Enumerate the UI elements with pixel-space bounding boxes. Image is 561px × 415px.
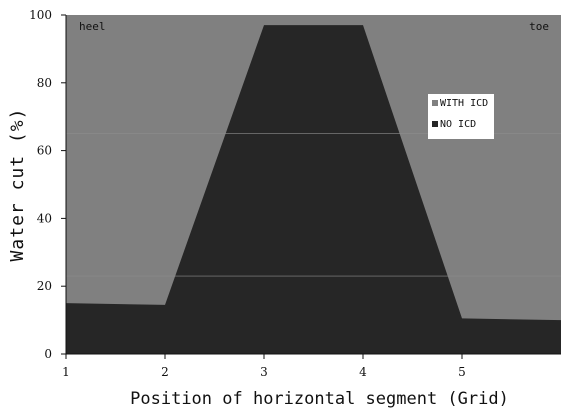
x-tick-label: 4 [359,365,367,379]
legend-swatch-with-icd [432,100,438,106]
plot-area [66,15,561,354]
y-tick-label: 80 [37,76,52,90]
area-series-no-icd [66,25,561,354]
y-tick-label: 20 [37,279,52,293]
y-axis-label: Water cut (%) [7,108,28,262]
x-tick-label: 5 [458,365,466,379]
legend-box [428,94,494,139]
legend-label-with-icd: WITH ICD [440,98,488,109]
y-tick-label: 0 [44,347,52,361]
x-tick-label: 3 [260,365,268,379]
y-tick-label: 40 [37,211,52,225]
y-tick-label: 100 [29,8,52,22]
toe-annotation: toe [529,20,549,33]
y-tick-label: 60 [37,144,52,158]
x-axis-label: Position of horizontal segment (Grid) [130,389,509,409]
legend-label-no-icd: NO ICD [440,119,476,130]
x-tick-label: 2 [161,365,169,379]
legend: WITH ICD NO ICD [428,94,494,139]
heel-annotation: heel [79,20,106,33]
axes: 0 20 40 60 80 100 1 2 3 4 5 [29,8,561,379]
legend-swatch-no-icd [432,121,438,127]
x-tick-label: 1 [62,365,70,379]
